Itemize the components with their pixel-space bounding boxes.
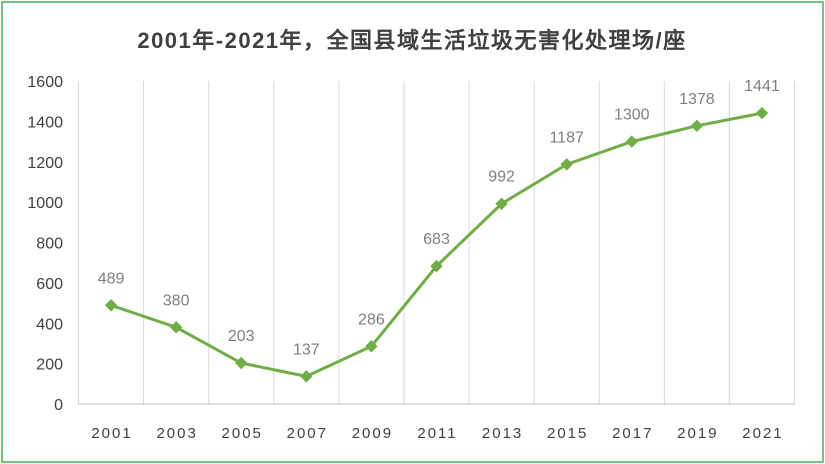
y-axis-tick-labels: 0 200 400 600 800 1000 1200 1400 1600: [27, 74, 63, 414]
x-tick-label: 2011: [417, 425, 457, 442]
data-point-marker: [495, 197, 508, 210]
y-tick-label: 200: [36, 357, 63, 374]
x-tick-label: 2003: [156, 425, 197, 442]
data-label: 683: [423, 231, 450, 248]
data-label: 1300: [614, 107, 650, 124]
x-axis-tick-labels: 2001 2003 2005 2007 2009 2011 2013 2015 2017 2019…: [91, 425, 783, 442]
x-tick-label: 2009: [352, 425, 393, 442]
data-point-marker: [625, 135, 638, 148]
data-point-marker: [300, 370, 313, 383]
x-tick-label: 2021: [742, 425, 783, 442]
data-label: 1441: [744, 78, 780, 95]
x-tick-label: 2007: [287, 425, 328, 442]
y-tick-label: 1200: [27, 155, 63, 172]
x-tick-label: 2005: [222, 425, 263, 442]
data-point-marker: [365, 340, 378, 353]
x-tick-label: 2017: [612, 425, 653, 442]
data-label: 1187: [549, 129, 584, 146]
data-point-marker: [169, 321, 183, 334]
data-point-marker: [690, 119, 704, 133]
vertical-gridlines: [78, 81, 795, 404]
data-point-marker: [235, 356, 248, 370]
data-label: 203: [228, 328, 255, 345]
y-tick-label: 800: [36, 236, 63, 253]
series-markers: [104, 106, 769, 383]
y-tick-label: 1400: [27, 114, 63, 131]
x-tick-label: 2019: [677, 425, 718, 442]
chart-title: 2001年-2021年，全国县域生活垃圾无害化处理场/座: [137, 28, 686, 53]
data-label: 137: [293, 341, 320, 358]
data-point-marker: [430, 259, 443, 273]
data-point-marker: [104, 299, 118, 312]
x-tick-label: 2013: [482, 425, 523, 442]
data-labels: 489 380 203 137 286 683 992 1187 1300 1378 1441: [98, 78, 780, 358]
x-tick-label: 2015: [547, 425, 588, 442]
data-label: 1378: [679, 91, 715, 108]
data-label: 380: [163, 292, 190, 309]
data-point-marker: [560, 158, 573, 171]
y-tick-label: 600: [36, 276, 63, 293]
data-label: 992: [488, 169, 515, 186]
data-label: 489: [98, 270, 125, 287]
y-tick-label: 400: [36, 316, 63, 333]
data-label: 286: [358, 311, 385, 328]
x-tick-label: 2001: [91, 425, 132, 442]
y-tick-label: 1000: [27, 195, 63, 212]
data-point-marker: [755, 106, 769, 120]
y-tick-label: 0: [54, 397, 63, 414]
y-tick-label: 1600: [27, 74, 63, 91]
